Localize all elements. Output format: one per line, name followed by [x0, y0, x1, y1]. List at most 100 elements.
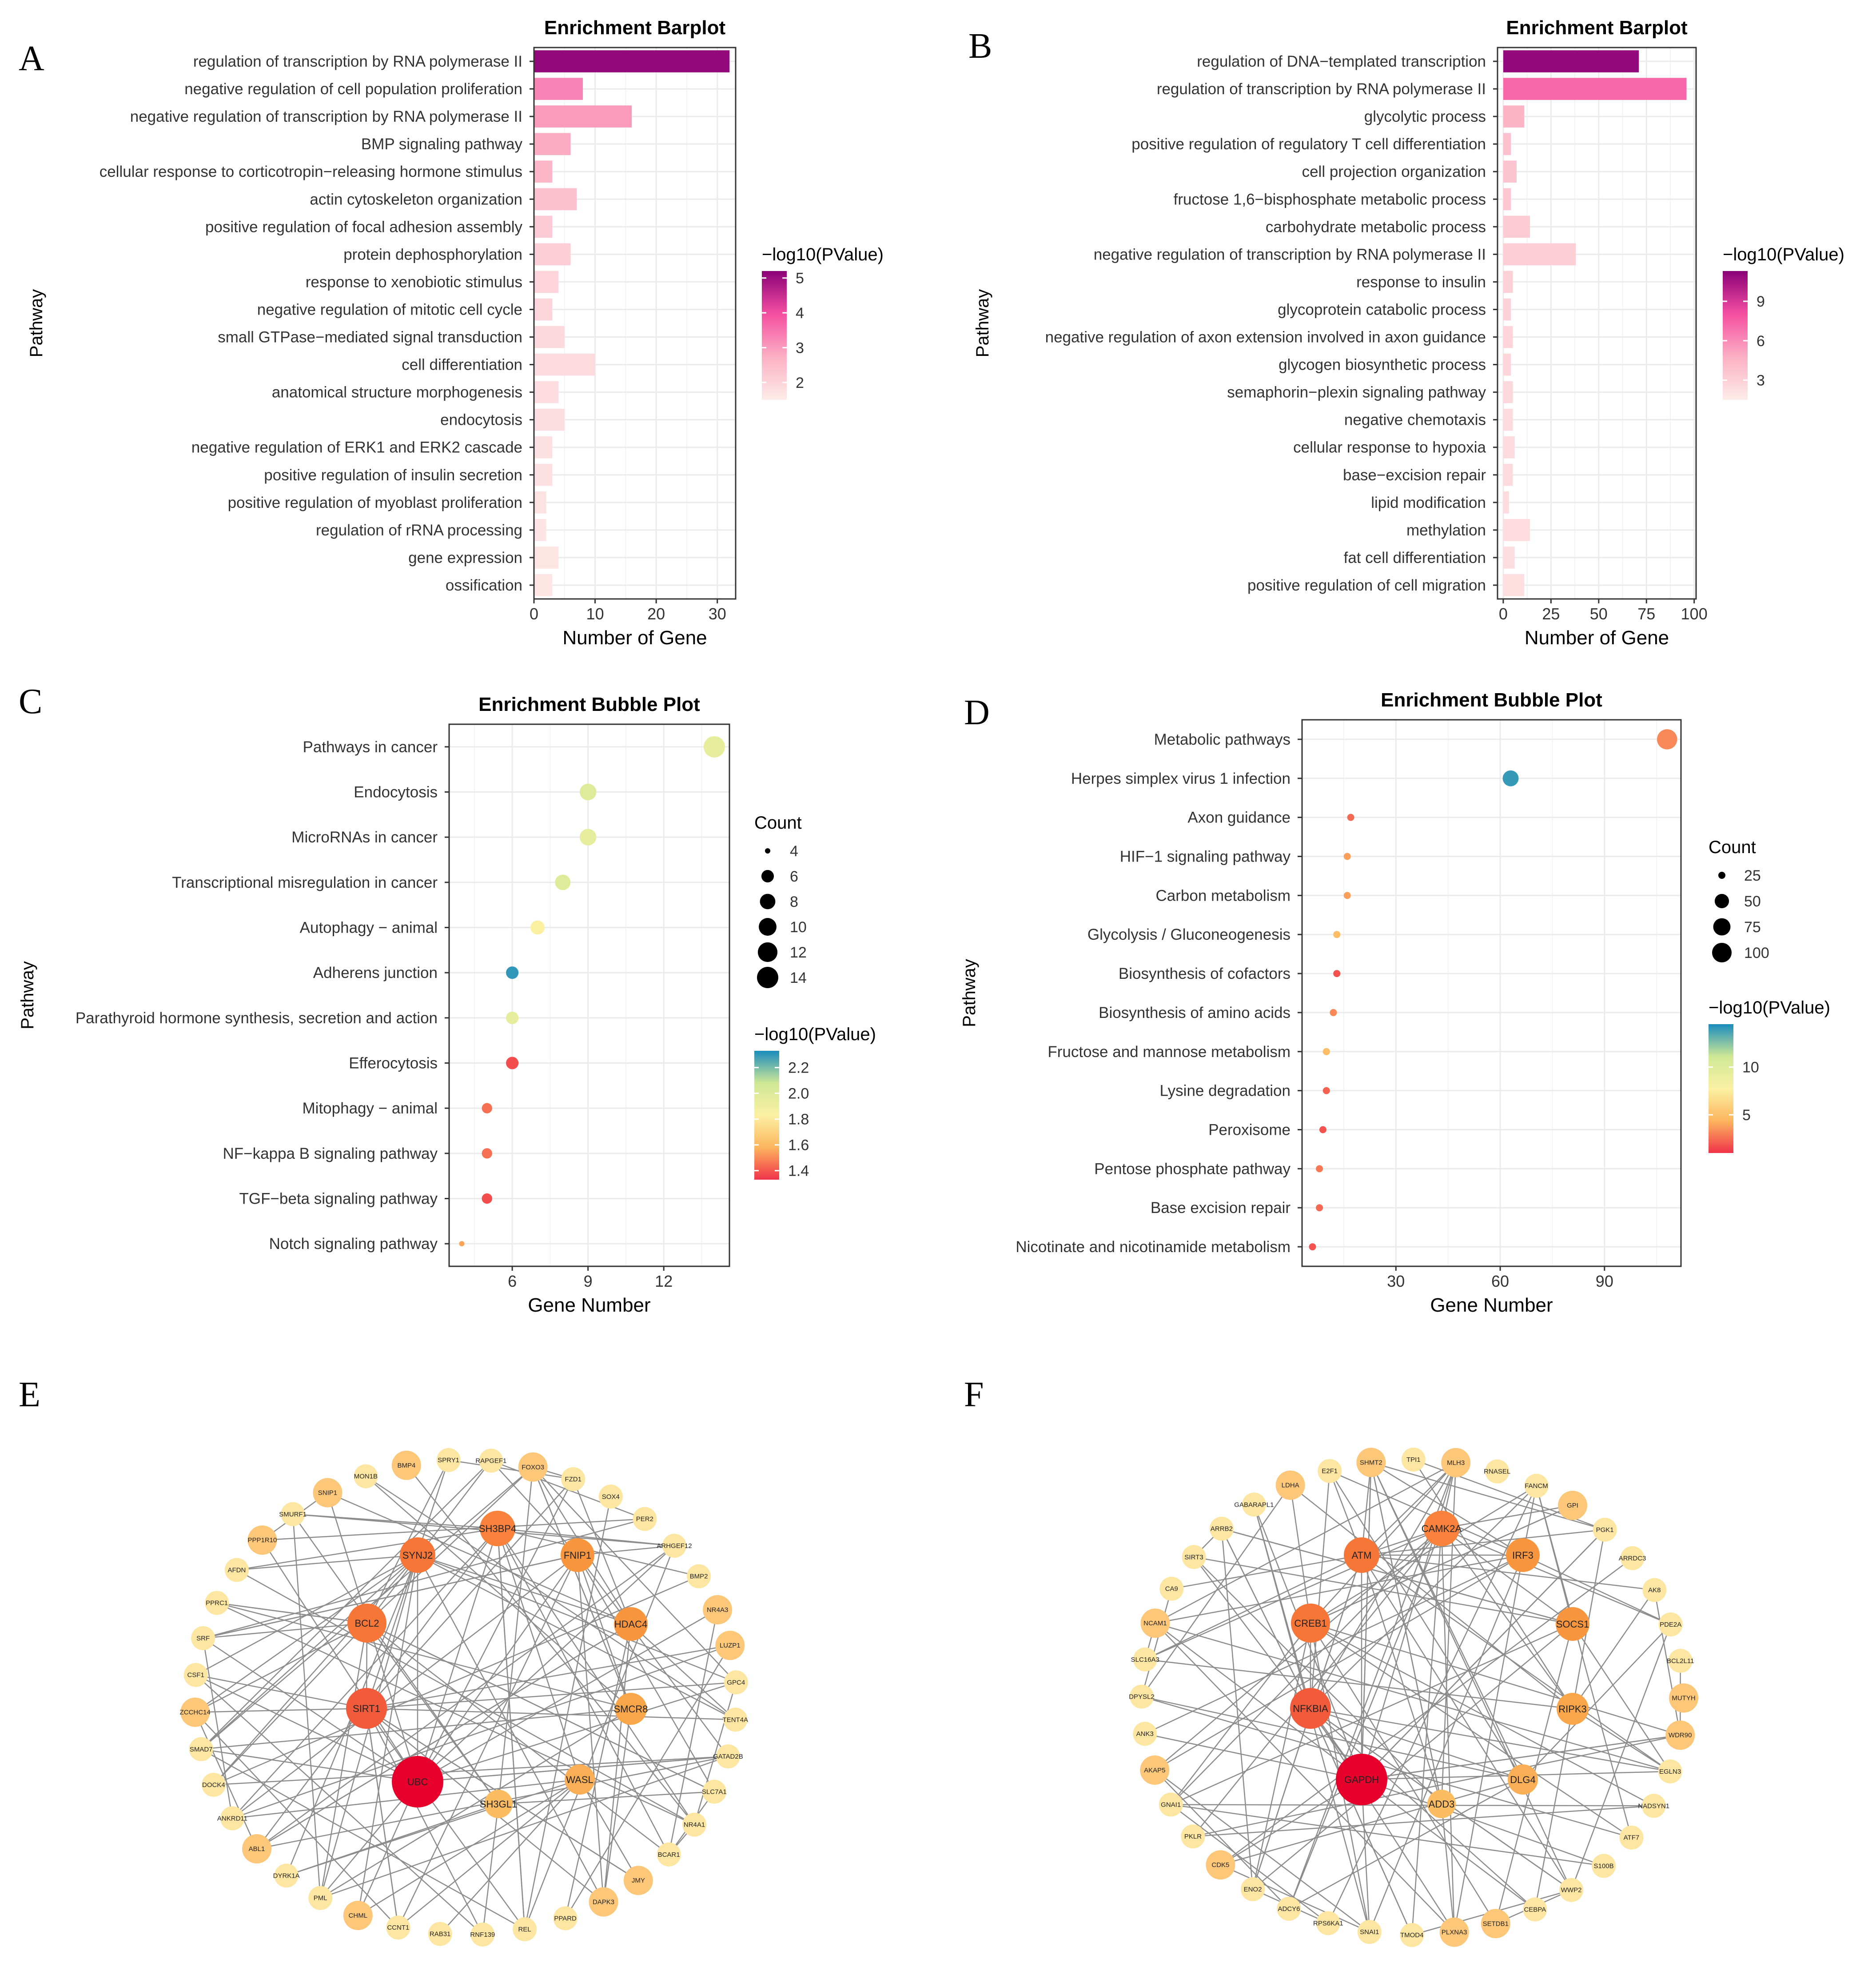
network-edge [195, 1554, 418, 1713]
network-node [242, 1834, 272, 1864]
network-node [274, 1863, 299, 1888]
network-edge [232, 1645, 730, 1819]
node-label: ZCCHC14 [180, 1709, 211, 1716]
size-legend-label: 8 [790, 894, 798, 910]
network-node [191, 1626, 215, 1650]
network-node [1336, 1754, 1387, 1805]
network-edge [1361, 1529, 1605, 1556]
network-edge [236, 1528, 498, 1571]
category-label: lipid modification [1371, 494, 1486, 511]
x-tick-label: 30 [1387, 1272, 1405, 1290]
network-edge [524, 1496, 612, 1930]
colorbar-tick-label: 2.2 [788, 1060, 809, 1077]
edges [1141, 1459, 1681, 1936]
node-label: CCNT1 [387, 1924, 409, 1931]
network-edge [1193, 1805, 1654, 1837]
network-edge [1361, 1734, 1681, 1780]
network-node [220, 1806, 244, 1831]
colorbar-tick-label: 5 [1742, 1107, 1751, 1124]
colorbar [1723, 271, 1748, 400]
network-node [1424, 1511, 1459, 1546]
network-edge [1171, 1804, 1654, 1807]
network-edge [1290, 1484, 1573, 1709]
bar [1503, 78, 1687, 100]
network-edge [1141, 1696, 1523, 1780]
node-label: ANKRD11 [217, 1815, 247, 1822]
category-label: Glycolysis / Gluconeogenesis [1087, 926, 1290, 943]
node-label: LDHA [1282, 1482, 1299, 1489]
network-edge [195, 1674, 483, 1935]
network-node [1620, 1546, 1645, 1570]
network-edge [1654, 1590, 1681, 1736]
network-node [1641, 1794, 1666, 1818]
panel-letter-f: F [964, 1375, 984, 1414]
size-legend-label: 6 [790, 868, 798, 885]
network-edge [1155, 1462, 1456, 1624]
node-label: IRF3 [1512, 1550, 1533, 1561]
x-axis-label: Number of Gene [1525, 627, 1669, 649]
network-edge [1370, 1462, 1572, 1891]
network-node [392, 1756, 443, 1807]
network-edge [1155, 1623, 1455, 1933]
network-node [589, 1887, 618, 1917]
network-edge [1361, 1529, 1605, 1780]
network-edge [490, 1460, 578, 1556]
network-node [205, 1591, 229, 1615]
x-tick-label: 9 [584, 1272, 593, 1290]
node-label: RNF139 [470, 1931, 495, 1939]
network-node [1658, 1612, 1683, 1637]
chart-title: Enrichment Bubble Plot [478, 694, 700, 715]
network-node [386, 1915, 410, 1940]
network-edge [1570, 1624, 1671, 1891]
colorbar-tick-label: 6 [1757, 333, 1765, 350]
category-label: Lysine degradation [1160, 1082, 1290, 1100]
node-label: CREB1 [1294, 1618, 1326, 1629]
node-label: BMP4 [397, 1462, 415, 1469]
bubble-point [530, 920, 545, 935]
y-axis-label: Pathway [18, 961, 37, 1029]
network-edge [320, 1756, 729, 1899]
node-label: SETDB1 [1483, 1920, 1509, 1927]
network-edge [417, 1554, 736, 1720]
category-label: Pentose phosphate pathway [1094, 1160, 1290, 1177]
network-node [480, 1511, 515, 1546]
category-label: BMP signaling pathway [361, 136, 523, 153]
network-node [1357, 1920, 1382, 1944]
size-legend-key [761, 870, 774, 883]
bubble-point [482, 1193, 492, 1204]
network-node [354, 1464, 378, 1488]
node-label: AK8 [1648, 1587, 1661, 1594]
network-node [1523, 1897, 1547, 1922]
bubble-point [482, 1148, 492, 1159]
network-edge [213, 1576, 699, 1786]
category-label: positive regulation of focal adhesion as… [205, 218, 523, 235]
bar [534, 326, 565, 348]
node-label: ADCY6 [1278, 1905, 1300, 1913]
network-edge [1441, 1803, 1455, 1932]
network-edge [1220, 1557, 1633, 1866]
network-edge [1171, 1554, 1362, 1589]
network-edge [1522, 1624, 1671, 1780]
network-edge [216, 1602, 695, 1825]
network-edge [292, 1514, 499, 1804]
network-edge [1220, 1779, 1523, 1866]
network-node [1316, 1911, 1340, 1935]
category-label: positive regulation of regulatory T cell… [1131, 136, 1486, 153]
network-edge [482, 1803, 499, 1935]
x-tick-label: 12 [655, 1272, 673, 1290]
network-edge [524, 1545, 675, 1930]
node-label: SHMT2 [1360, 1459, 1382, 1466]
network-edge [1310, 1708, 1413, 1935]
network-edge [203, 1518, 645, 1639]
network-edge [417, 1554, 631, 1625]
network-edge [1329, 1471, 1524, 1780]
network-node [1556, 1607, 1589, 1641]
colorbar-tick-label: 3 [796, 339, 804, 356]
node-label: MLH3 [1447, 1459, 1465, 1467]
network-edge [1413, 1459, 1573, 1709]
x-tick-label: 90 [1596, 1272, 1613, 1290]
network-node [561, 1467, 586, 1491]
x-tick-label: 0 [1499, 605, 1508, 623]
bubble-point [1322, 1048, 1330, 1055]
category-label: negative regulation of transcription by … [130, 108, 522, 125]
